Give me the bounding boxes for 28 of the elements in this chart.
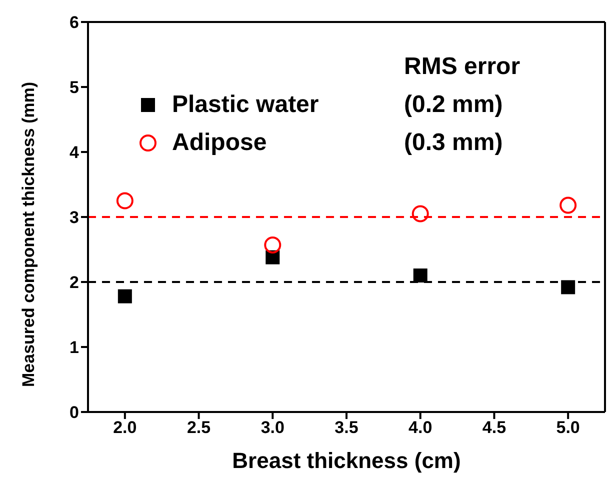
point bbox=[116, 192, 134, 210]
y-axis-title: Measured component thickness (mm) bbox=[19, 82, 38, 387]
point bbox=[264, 236, 282, 254]
annotation: (0.3 mm) bbox=[404, 128, 503, 158]
x-axis-title: Breast thickness (cm) bbox=[232, 448, 461, 473]
y-tick-label: 5 bbox=[70, 78, 79, 98]
point bbox=[118, 289, 132, 304]
y-tick-label: 6 bbox=[70, 13, 79, 32]
annotation: (0.2 mm) bbox=[404, 90, 503, 120]
x-tick-label: 4.0 bbox=[408, 418, 432, 438]
point bbox=[413, 268, 428, 282]
y-tick-label: 0 bbox=[70, 403, 79, 422]
y-tick-label: 3 bbox=[70, 208, 79, 228]
x-tick-label: 2.5 bbox=[186, 418, 211, 438]
x-tick-label: 3.5 bbox=[334, 418, 358, 438]
x-tick-label: 3.0 bbox=[260, 418, 284, 438]
legend-label: Adipose bbox=[172, 128, 268, 158]
x-tick-label: 4.5 bbox=[482, 418, 506, 438]
y-tick-label: 2 bbox=[70, 273, 79, 292]
point bbox=[560, 196, 577, 214]
legend-label: Plastic water bbox=[172, 90, 320, 120]
x-tick-label: 2.0 bbox=[113, 418, 137, 438]
y-tick-label: 4 bbox=[70, 143, 80, 162]
legend-title: RMS error bbox=[404, 52, 520, 82]
y-tick-label: 1 bbox=[70, 338, 79, 358]
x-tick-label: 5.0 bbox=[556, 418, 580, 438]
point bbox=[561, 280, 576, 294]
point bbox=[412, 205, 429, 222]
